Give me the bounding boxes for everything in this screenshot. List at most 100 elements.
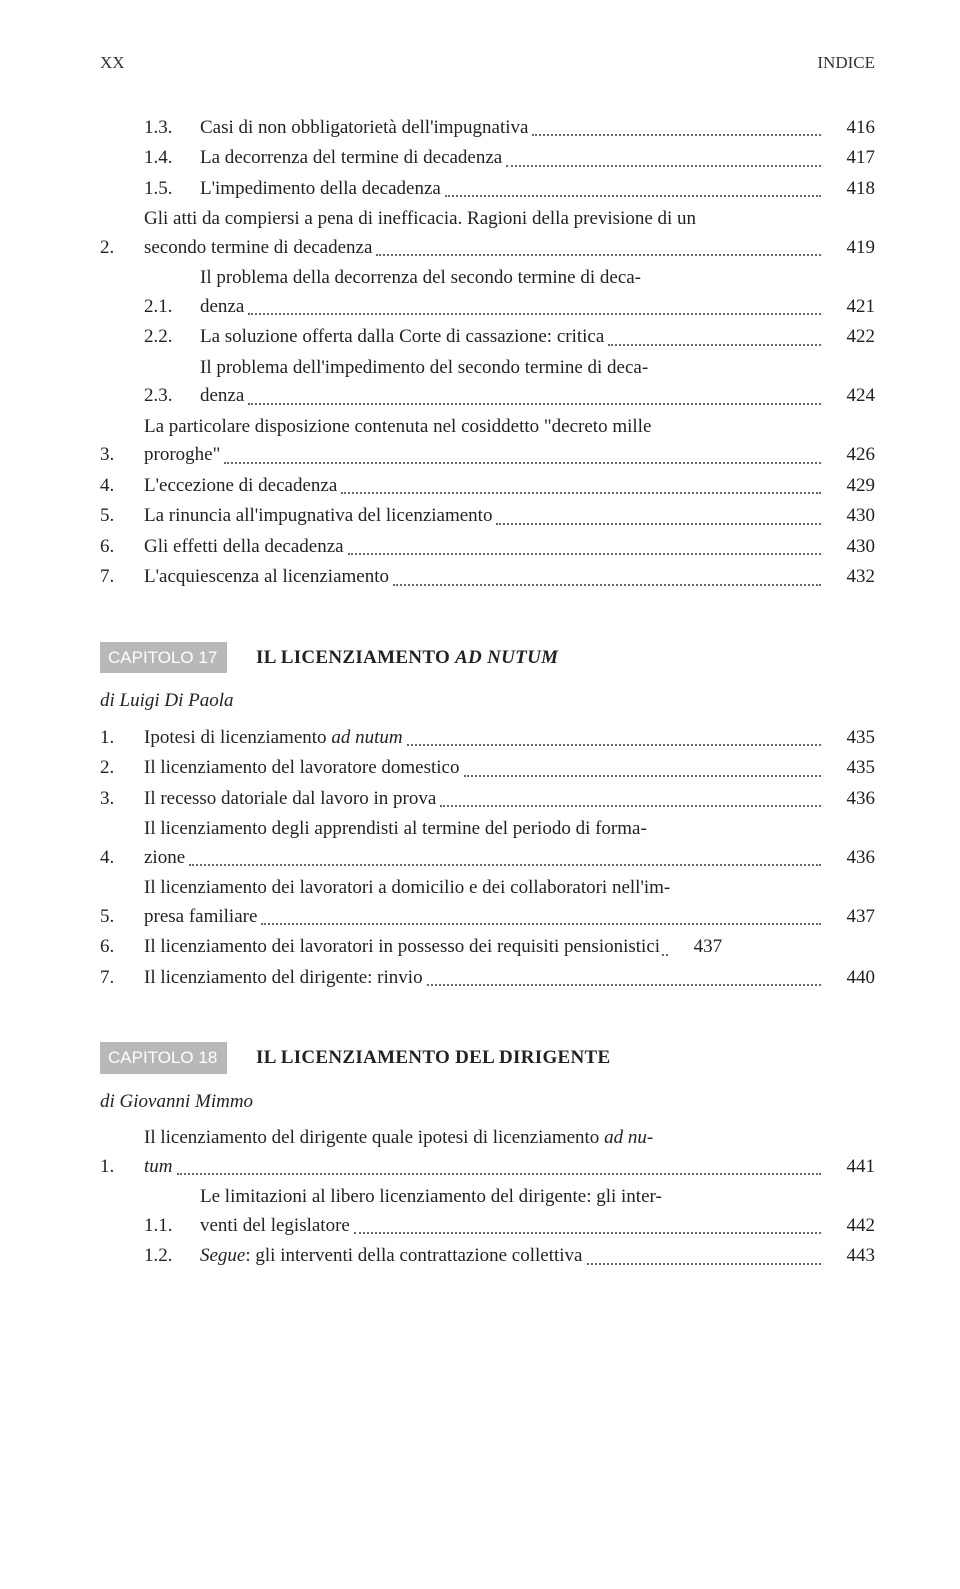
- toc-leader: [587, 1263, 822, 1265]
- toc-number: 1.1.: [144, 1212, 200, 1241]
- toc-leader: [341, 492, 821, 494]
- toc-entry: 2.Gli atti da compiersi a pena di ineffi…: [100, 205, 875, 262]
- toc-text-wrap: Il licenziamento dei lavoratori in posse…: [144, 933, 875, 962]
- toc-text-wrap: Casi di non obbligatorietà dell'impugnat…: [200, 114, 875, 143]
- chapter-18-block: CAPITOLO 18 IL LICENZIAMENTO DEL DIRIGEN…: [100, 1042, 875, 1271]
- toc-text: zione: [144, 844, 185, 873]
- chapter-title: IL LICENZIAMENTO DEL DIRIGENTE: [256, 1047, 610, 1068]
- toc-text-wrap: L'acquiescenza al licenziamento432: [144, 563, 875, 592]
- toc-leader: [506, 165, 821, 167]
- toc-entry: 7.Il licenziamento del dirigente: rinvio…: [100, 964, 875, 993]
- toc-page: 416: [825, 114, 875, 143]
- toc-entry: 2.3.Il problema dell'impedimento del sec…: [100, 354, 875, 411]
- toc-text-wrap: L'impedimento della decadenza 418: [200, 175, 875, 204]
- toc-entry: 2.2.La soluzione offerta dalla Corte di …: [100, 323, 875, 352]
- toc-leader: [464, 775, 822, 777]
- toc-text: L'impedimento della decadenza: [200, 175, 441, 204]
- toc-entry: 6.Il licenziamento dei lavoratori in pos…: [100, 933, 875, 962]
- toc-text: Il problema dell'impedimento del secondo…: [200, 354, 875, 383]
- page-header: XX INDICE: [100, 50, 875, 76]
- toc-text-wrap: Il licenziamento del lavoratore domestic…: [144, 754, 875, 783]
- toc-page: 432: [825, 563, 875, 592]
- toc-page: 426: [825, 441, 875, 470]
- toc-leader: [427, 984, 821, 986]
- toc-page: 419: [825, 234, 875, 263]
- header-right: INDICE: [817, 50, 875, 76]
- toc-page: 421: [825, 293, 875, 322]
- toc-text: Il problema della decorrenza del secondo…: [200, 264, 875, 293]
- toc-text: Il licenziamento dei lavoratori in posse…: [144, 933, 660, 962]
- toc-entry: 3.La particolare disposizione contenuta …: [100, 413, 875, 470]
- toc-text: La soluzione offerta dalla Corte di cass…: [200, 323, 604, 352]
- toc-text: L'eccezione di decadenza: [144, 472, 337, 501]
- toc-text: Il recesso datoriale dal lavoro in prova: [144, 785, 436, 814]
- toc-text: secondo termine di decadenza: [144, 234, 372, 263]
- toc-number: 5.: [100, 502, 144, 531]
- toc-number: 4.: [100, 844, 144, 873]
- toc-leader: [261, 923, 821, 925]
- toc-leader: [224, 462, 821, 464]
- toc-number: 2.: [100, 234, 144, 263]
- toc-entry: 2.Il licenziamento del lavoratore domest…: [100, 754, 875, 783]
- toc-page: 418: [825, 175, 875, 204]
- chapter-author: di Luigi Di Paola: [100, 687, 875, 716]
- toc-page: 435: [825, 754, 875, 783]
- toc-page: 436: [825, 844, 875, 873]
- chapter-author: di Giovanni Mimmo: [100, 1088, 875, 1117]
- toc-page: 424: [825, 382, 875, 411]
- toc-text-wrap: Gli atti da compiersi a pena di ineffica…: [144, 205, 875, 262]
- toc-leader: [189, 864, 821, 866]
- toc-number: 5.: [100, 903, 144, 932]
- toc-number: 1.5.: [144, 175, 200, 204]
- toc-number: 7.: [100, 964, 144, 993]
- toc-number: 7.: [100, 563, 144, 592]
- toc-page: 429: [825, 472, 875, 501]
- toc-page: 436: [825, 785, 875, 814]
- toc-number: 3.: [100, 785, 144, 814]
- toc-page: 440: [825, 964, 875, 993]
- chapter-17-block: CAPITOLO 17 IL LICENZIAMENTO AD NUTUM di…: [100, 642, 875, 993]
- toc-number: 6.: [100, 933, 144, 962]
- toc-leader: [376, 254, 821, 256]
- toc-number: 2.3.: [144, 382, 200, 411]
- toc-leader: [496, 523, 821, 525]
- toc-leader: [608, 344, 821, 346]
- toc-page: 430: [825, 533, 875, 562]
- header-left: XX: [100, 50, 125, 76]
- toc-page: 441: [825, 1153, 875, 1182]
- toc-number: 1.4.: [144, 144, 200, 173]
- chapter-17-heading: CAPITOLO 17 IL LICENZIAMENTO AD NUTUM: [100, 642, 875, 674]
- toc-text-wrap: Le limitazioni al libero licenziamento d…: [200, 1183, 875, 1240]
- toc-text-wrap: Il licenziamento del dirigente quale ipo…: [144, 1124, 875, 1181]
- toc-entry: 3.Il recesso datoriale dal lavoro in pro…: [100, 785, 875, 814]
- toc-text: proroghe": [144, 441, 220, 470]
- toc-text-wrap: Il licenziamento del dirigente: rinvio44…: [144, 964, 875, 993]
- toc-leader: [177, 1173, 822, 1175]
- toc-leader: [354, 1232, 821, 1234]
- toc-page: 430: [825, 502, 875, 531]
- toc-entry: 6.Gli effetti della decadenza430: [100, 533, 875, 562]
- toc-text: venti del legislatore: [200, 1212, 350, 1241]
- toc-leader: [662, 954, 668, 956]
- toc-entry: 1.4.La decorrenza del termine di decaden…: [100, 144, 875, 173]
- toc-section-1: 1.3.Casi di non obbligatorietà dell'impu…: [100, 114, 875, 592]
- toc-text: Casi di non obbligatorietà dell'impugnat…: [200, 114, 528, 143]
- toc-text-wrap: L'eccezione di decadenza 429: [144, 472, 875, 501]
- toc-text-wrap: Segue: gli interventi della contrattazio…: [200, 1242, 875, 1271]
- toc-number: 1.: [100, 1153, 144, 1182]
- toc-text-wrap: La particolare disposizione contenuta ne…: [144, 413, 875, 470]
- toc-text: Il licenziamento degli apprendisti al te…: [144, 815, 875, 844]
- chapter-title-italic: AD NUTUM: [455, 647, 558, 668]
- toc-number: 2.1.: [144, 293, 200, 322]
- toc-text-wrap: La soluzione offerta dalla Corte di cass…: [200, 323, 875, 352]
- toc-leader: [440, 805, 821, 807]
- toc-text: presa familiare: [144, 903, 257, 932]
- toc-entry: 2.1.Il problema della decorrenza del sec…: [100, 264, 875, 321]
- toc-text: La particolare disposizione contenuta ne…: [144, 413, 875, 442]
- toc-leader: [445, 195, 821, 197]
- toc-text-wrap: Il problema della decorrenza del secondo…: [200, 264, 875, 321]
- toc-text: Il licenziamento del lavoratore domestic…: [144, 754, 460, 783]
- toc-number: 6.: [100, 533, 144, 562]
- toc-text-wrap: Ipotesi di licenziamento ad nutum435: [144, 724, 875, 753]
- toc-text: Le limitazioni al libero licenziamento d…: [200, 1183, 875, 1212]
